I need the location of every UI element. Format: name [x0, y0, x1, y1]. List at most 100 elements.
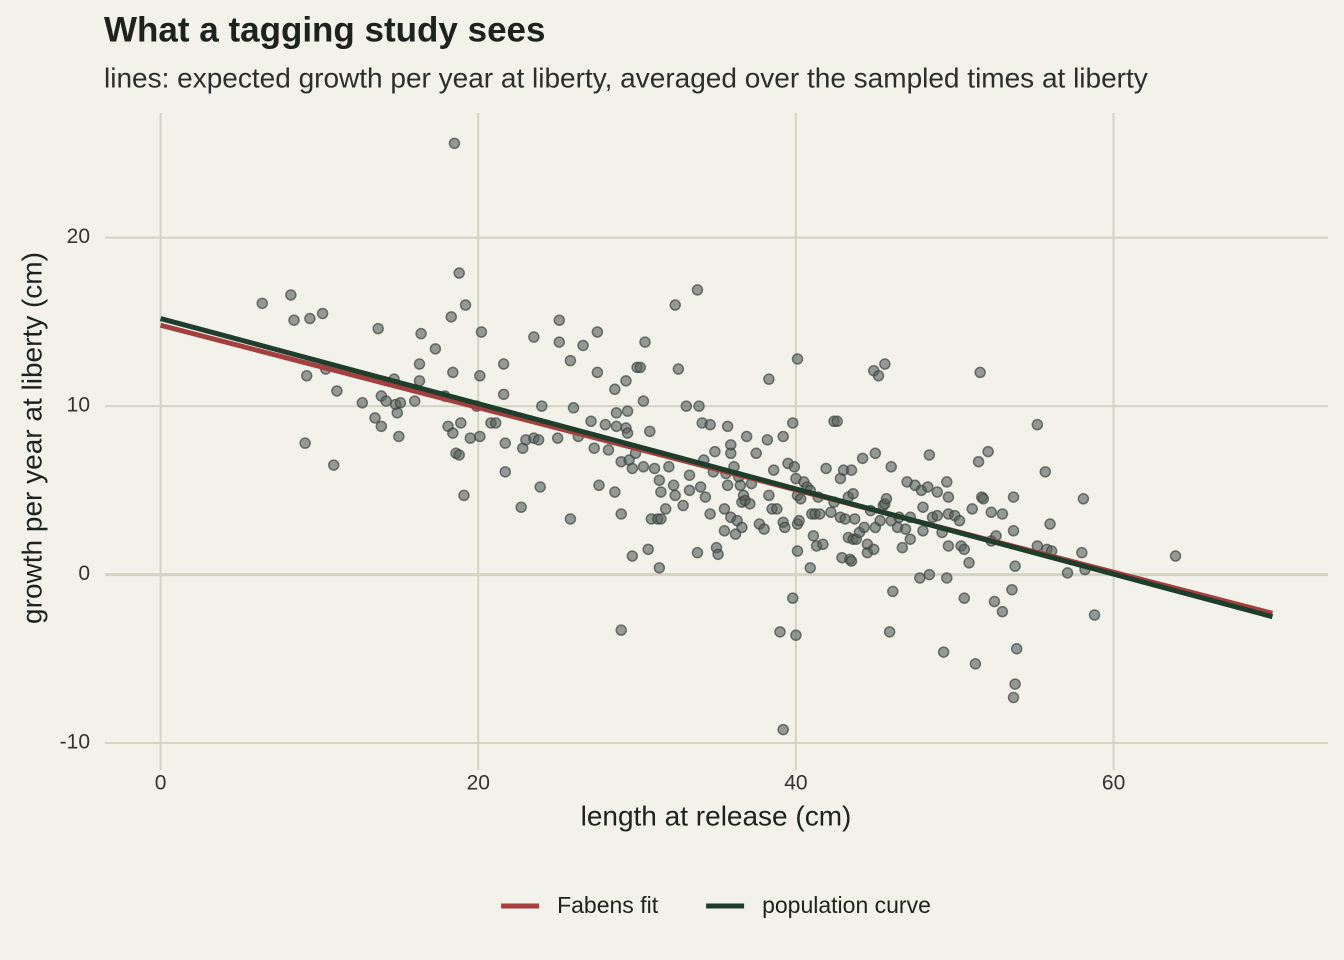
- point: [874, 514, 886, 527]
- point: [577, 339, 589, 352]
- point: [966, 503, 978, 515]
- point: [680, 400, 693, 412]
- point: [553, 314, 566, 326]
- point: [474, 430, 486, 443]
- point: [774, 626, 786, 638]
- point: [763, 489, 775, 502]
- point: [896, 541, 909, 554]
- point: [300, 370, 313, 382]
- point: [721, 479, 734, 492]
- point: [996, 605, 1009, 618]
- point: [677, 499, 689, 512]
- point: [883, 626, 896, 638]
- point: [763, 373, 775, 385]
- point: [941, 572, 953, 584]
- point: [825, 506, 837, 519]
- point: [599, 418, 612, 431]
- point: [969, 658, 982, 670]
- point: [609, 486, 621, 498]
- x-tick-label: 20: [467, 772, 490, 795]
- point: [683, 469, 696, 481]
- point: [867, 543, 880, 556]
- point: [1009, 678, 1021, 690]
- point: [704, 508, 716, 520]
- point: [793, 514, 805, 527]
- point: [1169, 550, 1182, 562]
- point: [474, 370, 486, 382]
- point: [791, 545, 804, 557]
- point: [1044, 518, 1056, 530]
- point: [839, 513, 851, 525]
- point: [1077, 493, 1090, 505]
- point: [777, 430, 789, 443]
- point: [691, 546, 704, 559]
- point: [458, 489, 470, 502]
- point: [448, 137, 461, 150]
- point: [288, 314, 300, 326]
- point: [921, 481, 934, 493]
- point: [988, 595, 1001, 608]
- point: [391, 407, 403, 419]
- point: [620, 375, 632, 387]
- point: [974, 366, 986, 379]
- point: [977, 493, 990, 505]
- point: [499, 466, 512, 478]
- point: [331, 385, 343, 397]
- point: [790, 629, 802, 641]
- point: [817, 538, 829, 551]
- point: [429, 343, 442, 355]
- point: [615, 624, 627, 636]
- point: [693, 400, 705, 412]
- point: [848, 513, 861, 525]
- point: [553, 336, 566, 348]
- point: [659, 503, 672, 515]
- point: [845, 555, 858, 567]
- point: [831, 415, 843, 428]
- point: [1007, 691, 1020, 704]
- point: [758, 523, 770, 535]
- point: [1007, 525, 1020, 537]
- point: [445, 311, 458, 323]
- point: [634, 361, 647, 374]
- point: [453, 449, 465, 461]
- point: [777, 723, 789, 736]
- legend-label: Fabens fit: [557, 892, 659, 918]
- point: [564, 354, 577, 367]
- point: [637, 395, 650, 407]
- point: [610, 420, 623, 433]
- point: [880, 493, 893, 505]
- chart-title: What a tagging study sees: [104, 10, 545, 49]
- point: [761, 434, 774, 446]
- x-tick-label: 0: [155, 772, 167, 795]
- point: [536, 400, 548, 412]
- point: [982, 445, 994, 458]
- point: [858, 521, 870, 534]
- point: [567, 402, 580, 414]
- y-axis-title: growth per year at liberty (cm): [16, 252, 47, 624]
- point: [532, 434, 545, 446]
- point: [528, 331, 540, 343]
- point: [639, 336, 651, 348]
- point: [1010, 642, 1023, 655]
- point: [609, 383, 621, 396]
- point: [788, 461, 801, 473]
- point: [610, 407, 623, 419]
- point: [734, 479, 747, 492]
- point: [923, 449, 936, 461]
- x-tick-label: 60: [1102, 772, 1125, 795]
- point: [958, 592, 971, 604]
- point: [615, 508, 627, 520]
- point: [712, 548, 724, 561]
- point: [356, 397, 369, 409]
- point: [551, 432, 564, 444]
- point: [917, 501, 929, 513]
- point: [1076, 546, 1088, 559]
- point: [794, 493, 807, 505]
- point: [316, 307, 329, 320]
- point: [256, 297, 268, 310]
- point: [813, 508, 826, 520]
- point: [497, 358, 510, 370]
- point: [591, 326, 604, 338]
- point: [602, 444, 615, 456]
